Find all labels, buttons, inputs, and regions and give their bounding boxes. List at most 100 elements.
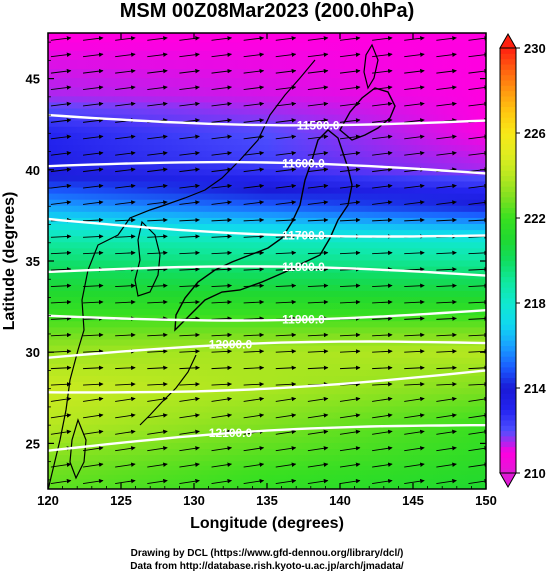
wind-arrow <box>275 478 297 484</box>
wind-arrow <box>211 332 232 338</box>
temperature-band <box>48 290 486 298</box>
temperature-band <box>48 351 486 359</box>
wind-arrow <box>339 52 361 58</box>
wind-arrow <box>179 299 200 305</box>
wind-arrow <box>179 349 200 354</box>
wind-arrow <box>50 299 72 305</box>
wind-arrow <box>468 36 486 41</box>
wind-arrow <box>50 267 72 272</box>
colorbar-swatch <box>500 127 516 134</box>
wind-arrow <box>404 332 425 338</box>
wind-arrow <box>179 217 200 223</box>
x-tick-label: 150 <box>475 493 497 508</box>
wind-arrow <box>147 299 168 305</box>
temperature-band <box>48 474 486 481</box>
temperature-band <box>48 217 486 226</box>
wind-arrow <box>339 429 361 435</box>
wind-arrow <box>436 217 457 223</box>
wind-arrow <box>436 413 457 419</box>
wind-arrow <box>147 267 168 272</box>
wind-arrow <box>243 332 265 338</box>
wind-arrow <box>436 52 457 58</box>
wind-arrow <box>243 200 265 205</box>
temperature-band <box>48 114 486 122</box>
wind-arrow <box>404 381 425 387</box>
wind-arrow <box>404 250 425 256</box>
wind-arrow <box>243 413 265 419</box>
wind-arrow <box>275 332 297 338</box>
wind-arrow <box>372 101 393 107</box>
wind-arrow <box>115 52 136 58</box>
credit-line-2: Data from http://database.rish.kyoto-u.a… <box>130 561 404 572</box>
temperature-band <box>48 96 486 104</box>
wind-arrow <box>211 167 232 173</box>
colorbar-swatch <box>500 414 516 421</box>
colorbar-swatch <box>500 318 516 325</box>
wind-arrow <box>82 68 104 74</box>
height-contour <box>48 309 486 322</box>
temperature-band <box>48 321 486 329</box>
wind-arrow <box>468 183 486 189</box>
wind-arrow <box>275 429 297 435</box>
wind-arrow <box>404 478 425 484</box>
temperature-band <box>48 394 486 402</box>
wind-arrow <box>468 478 486 484</box>
wind-arrow <box>179 381 200 387</box>
colorbar-swatch <box>500 48 516 54</box>
wind-arrow <box>83 381 104 387</box>
wind-arrow <box>50 429 72 435</box>
y-tick-label: 35 <box>26 254 40 269</box>
wind-arrow <box>147 167 168 173</box>
wind-arrow <box>243 183 265 189</box>
wind-arrow <box>372 167 393 173</box>
contour-label: 11800.0 <box>282 260 325 274</box>
wind-arrow <box>211 85 232 90</box>
temperature-band <box>48 108 486 116</box>
colorbar-swatch <box>500 228 516 235</box>
wind-arrow <box>179 446 200 452</box>
wind-arrow <box>115 101 136 107</box>
colorbar-swatch <box>500 202 516 208</box>
wind-arrow <box>275 85 297 90</box>
wind-arrow <box>372 118 393 123</box>
wind-arrow <box>372 462 393 468</box>
wind-arrow <box>404 52 425 58</box>
colorbar-swatch <box>500 430 516 437</box>
wind-arrow <box>436 381 457 387</box>
wind-arrow <box>147 381 168 387</box>
colorbar: 210 214 218 222 226 230 <box>499 32 546 489</box>
wind-arrow <box>147 234 168 239</box>
colorbar-tick-label: 226 <box>524 126 546 141</box>
wind-arrow <box>372 446 393 452</box>
temperature-band <box>48 151 486 159</box>
wind-arrow <box>50 381 72 387</box>
wind-arrow <box>211 462 232 468</box>
x-tick-label: 125 <box>110 493 132 508</box>
wind-arrow <box>179 478 200 484</box>
temperature-band <box>48 266 486 274</box>
colorbar-swatch <box>500 435 516 442</box>
height-contour <box>48 217 486 238</box>
wind-arrow <box>211 283 232 288</box>
wind-arrow <box>243 283 265 288</box>
wind-arrow <box>179 332 200 338</box>
colorbar-swatch <box>500 233 516 240</box>
wind-arrow <box>50 134 72 140</box>
wind-arrow <box>115 183 136 189</box>
colorbar-swatch <box>500 265 516 272</box>
colorbar-swatch <box>500 186 516 193</box>
temperature-band <box>48 448 486 457</box>
wind-arrow <box>404 365 425 371</box>
colorbar-swatch <box>500 218 516 224</box>
wind-arrow <box>307 200 329 205</box>
wind-arrow <box>436 68 457 74</box>
wind-arrow <box>50 167 72 173</box>
colorbar-swatch <box>500 90 516 97</box>
wind-arrow <box>275 36 297 41</box>
coastline-sakhalin <box>363 43 379 90</box>
wind-arrow <box>275 150 297 156</box>
wind-arrow <box>404 68 425 74</box>
wind-arrow <box>115 381 136 387</box>
wind-arrow <box>83 234 104 239</box>
wind-arrow <box>243 101 265 107</box>
